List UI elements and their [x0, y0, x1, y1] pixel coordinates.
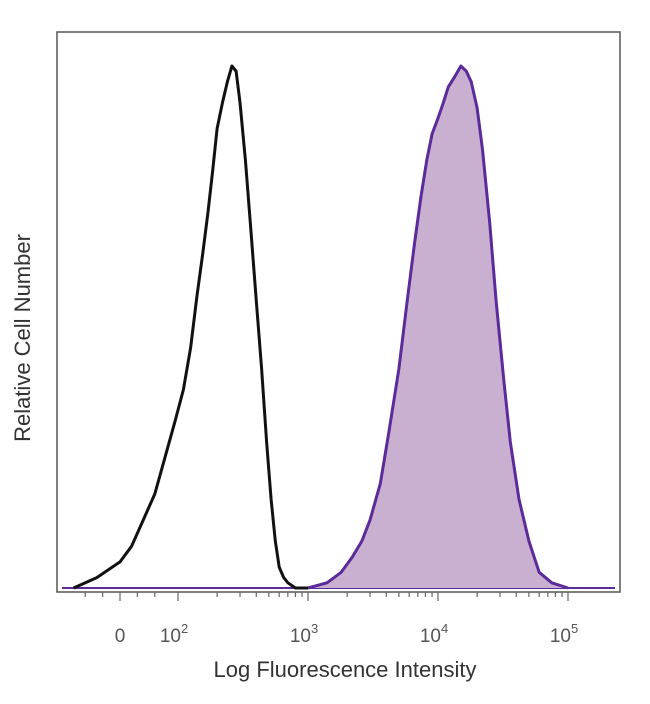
y-axis-label: Relative Cell Number [10, 234, 35, 442]
x-tick-label: 102 [160, 621, 188, 647]
plot-area [62, 64, 615, 590]
control-histogram-line [72, 64, 308, 590]
plot-frame [56, 31, 621, 593]
x-tick-label: 0 [115, 626, 126, 647]
x-axis: 0 102 103 104 105 [84, 592, 578, 647]
x-tick-label: 103 [290, 621, 318, 647]
x-tick-label: 105 [550, 621, 578, 647]
stained-histogram-line [307, 64, 569, 590]
x-axis-label: Log Fluorescence Intensity [214, 657, 477, 682]
x-tick-label: 104 [420, 621, 448, 647]
stained-histogram-fill [308, 66, 568, 588]
